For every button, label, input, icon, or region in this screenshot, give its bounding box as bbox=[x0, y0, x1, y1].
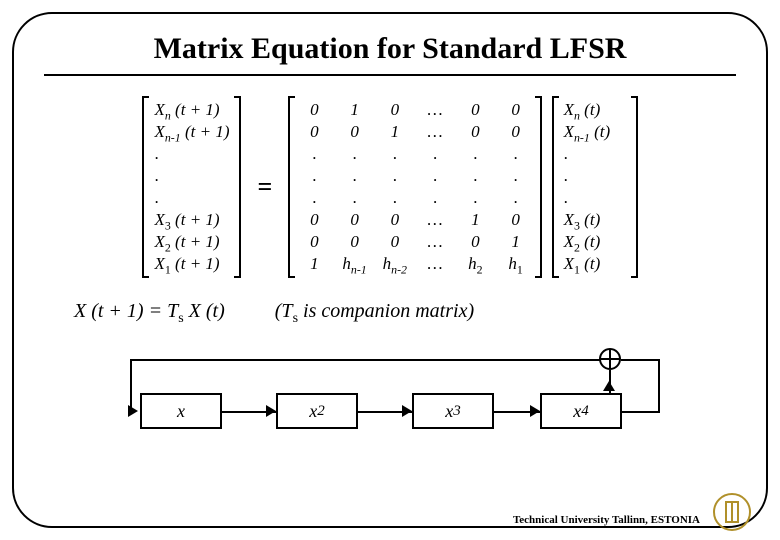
m-cell: . bbox=[352, 188, 356, 208]
m-cell: 0 bbox=[310, 232, 319, 252]
m-cell: hn-2 bbox=[383, 254, 407, 274]
m-cell: 0 bbox=[471, 100, 480, 120]
vec-cell: Xn (t) bbox=[564, 100, 601, 120]
m-cell: . bbox=[513, 144, 517, 164]
m-cell: 0 bbox=[350, 210, 359, 230]
companion-matrix: 0 0 . . . 0 0 1 1 0 . . . 0 0 hn-1 0 bbox=[288, 96, 541, 278]
vec-cell: X1 (t + 1) bbox=[154, 254, 219, 274]
m-cell: hn-1 bbox=[342, 254, 366, 274]
stage-1: x bbox=[140, 393, 222, 429]
m-cell: . bbox=[312, 166, 316, 186]
equation-text-line: X (t + 1) = Ts X (t) (Ts is companion ma… bbox=[44, 300, 736, 327]
m-cell: 0 bbox=[391, 210, 400, 230]
m-cell: . bbox=[393, 188, 397, 208]
vec-cell: Xn-1 (t) bbox=[564, 122, 611, 142]
vdots: . bbox=[154, 166, 158, 186]
m-cell: 1 bbox=[511, 232, 520, 252]
m-cell: 0 bbox=[310, 100, 319, 120]
m-cell: 0 bbox=[511, 210, 520, 230]
lfsr-diagram: x x2 x3 x4 bbox=[110, 359, 670, 459]
equals-sign: = bbox=[251, 172, 278, 202]
page-title: Matrix Equation for Standard LFSR bbox=[44, 32, 736, 76]
vdots: . bbox=[154, 188, 158, 208]
footer-text: Technical University Tallinn, ESTONIA bbox=[513, 514, 700, 526]
m-cell: . bbox=[513, 188, 517, 208]
vdots: . bbox=[564, 144, 568, 164]
m-cell: 0 bbox=[310, 210, 319, 230]
lhs-vector: Xn (t + 1) Xn-1 (t + 1) . . . X3 (t + 1)… bbox=[142, 96, 241, 278]
m-cell: . bbox=[312, 188, 316, 208]
vec-cell: X2 (t + 1) bbox=[154, 232, 219, 252]
m-cell: h1 bbox=[508, 254, 522, 274]
m-cell: 0 bbox=[350, 232, 359, 252]
companion-note: (Ts is companion matrix) bbox=[275, 300, 474, 322]
m-cell: . bbox=[433, 188, 437, 208]
m-cell: 0 bbox=[391, 100, 400, 120]
vec-cell: X3 (t) bbox=[564, 210, 601, 230]
m-cell: … bbox=[428, 100, 443, 120]
m-cell: 0 bbox=[471, 232, 480, 252]
stage-3: x3 bbox=[412, 393, 494, 429]
m-cell: 0 bbox=[471, 122, 480, 142]
m-cell: … bbox=[428, 232, 443, 252]
m-cell: . bbox=[513, 166, 517, 186]
m-cell: . bbox=[312, 144, 316, 164]
vdots: . bbox=[564, 166, 568, 186]
vec-cell: Xn (t + 1) bbox=[154, 100, 219, 120]
m-cell: . bbox=[352, 166, 356, 186]
m-cell: … bbox=[428, 122, 443, 142]
m-cell: 1 bbox=[471, 210, 480, 230]
matrix-equation: Xn (t + 1) Xn-1 (t + 1) . . . X3 (t + 1)… bbox=[44, 96, 736, 278]
m-cell: 1 bbox=[310, 254, 319, 274]
vec-cell: X3 (t + 1) bbox=[154, 210, 219, 230]
m-cell: … bbox=[428, 210, 443, 230]
m-cell: . bbox=[433, 144, 437, 164]
stage-2: x2 bbox=[276, 393, 358, 429]
m-cell: 0 bbox=[391, 232, 400, 252]
rhs-vector: Xn (t) Xn-1 (t) . . . X3 (t) X2 (t) X1 (… bbox=[552, 96, 638, 278]
m-cell: h2 bbox=[468, 254, 482, 274]
vdots: . bbox=[154, 144, 158, 164]
eq-compact: X (t + 1) = Ts X (t) bbox=[74, 300, 225, 322]
m-cell: 0 bbox=[350, 122, 359, 142]
m-cell: . bbox=[473, 144, 477, 164]
m-cell: 1 bbox=[391, 122, 400, 142]
vdots: . bbox=[564, 188, 568, 208]
m-cell: . bbox=[352, 144, 356, 164]
m-cell: 1 bbox=[350, 100, 359, 120]
m-cell: . bbox=[473, 188, 477, 208]
vec-cell: X2 (t) bbox=[564, 232, 601, 252]
xor-node bbox=[599, 348, 621, 370]
stage-4: x4 bbox=[540, 393, 622, 429]
vec-cell: X1 (t) bbox=[564, 254, 601, 274]
m-cell: . bbox=[393, 166, 397, 186]
m-cell: . bbox=[393, 144, 397, 164]
m-cell: . bbox=[433, 166, 437, 186]
vec-cell: Xn-1 (t + 1) bbox=[154, 122, 229, 142]
m-cell: . bbox=[473, 166, 477, 186]
m-cell: 0 bbox=[310, 122, 319, 142]
university-logo-icon bbox=[712, 492, 752, 532]
m-cell: … bbox=[428, 254, 443, 274]
m-cell: 0 bbox=[511, 122, 520, 142]
m-cell: 0 bbox=[511, 100, 520, 120]
